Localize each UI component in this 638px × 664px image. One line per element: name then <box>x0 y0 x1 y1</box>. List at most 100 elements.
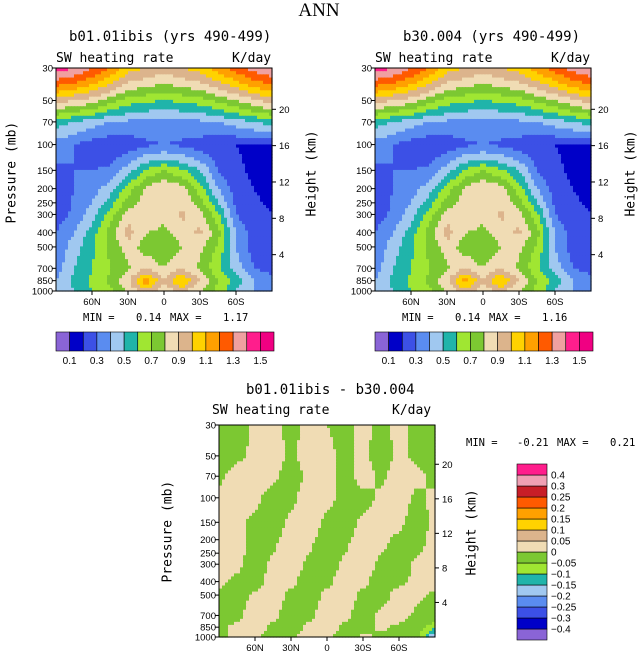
contour-cell <box>245 192 249 197</box>
contour-cell <box>227 80 231 85</box>
contour-cell <box>179 141 183 146</box>
contour-cell <box>131 71 135 75</box>
contour-cell <box>176 166 180 171</box>
contour-cell <box>221 141 225 146</box>
contour-cell <box>245 87 249 91</box>
contour-cell <box>137 71 141 75</box>
contour-cell <box>194 163 198 168</box>
contour-cell <box>140 99 144 104</box>
contour-cell <box>218 96 222 101</box>
contour-cell <box>221 125 225 130</box>
contour-cell <box>164 134 168 139</box>
contour-cell <box>212 87 216 91</box>
contour-cell <box>119 109 123 114</box>
contour-cell <box>77 122 81 126</box>
contour-cell <box>206 154 210 158</box>
contour-cell <box>242 160 246 165</box>
contour-cell <box>71 147 75 152</box>
contour-cell <box>263 122 267 126</box>
contour-cell <box>185 144 189 149</box>
contour-cell <box>113 83 117 88</box>
contour-cell <box>251 83 255 88</box>
contour-cell <box>212 115 216 120</box>
contour-cell <box>248 106 252 111</box>
contour-cell <box>101 195 105 200</box>
contour-cell <box>107 125 111 130</box>
contour-cell <box>56 90 60 95</box>
contour-cell <box>59 179 63 184</box>
contour-cell <box>62 112 66 117</box>
contour-cell <box>149 83 153 88</box>
contour-cell <box>260 163 264 168</box>
contour-cell <box>116 185 120 190</box>
contour-cell <box>221 134 225 139</box>
contour-cell <box>98 154 102 158</box>
contour-cell <box>200 163 204 168</box>
contour-cell <box>113 118 117 123</box>
contour-cell <box>185 131 189 136</box>
contour-cell <box>167 87 171 91</box>
contour-cell <box>77 179 81 184</box>
contour-cell <box>107 112 111 117</box>
contour-cell <box>146 90 150 95</box>
contour-cell <box>182 192 186 197</box>
contour-cell <box>233 125 237 130</box>
contour-cell <box>134 90 138 95</box>
contour-cell <box>101 125 105 130</box>
contour-cell <box>116 138 120 142</box>
contour-cell <box>128 106 132 111</box>
contour-cell <box>125 80 129 85</box>
contour-cell <box>77 68 81 72</box>
contour-cell <box>101 115 105 120</box>
contour-cell <box>62 189 66 193</box>
contour-cell <box>59 125 63 130</box>
contour-cell <box>227 118 231 123</box>
contour-cell <box>146 118 150 123</box>
contour-cell <box>212 138 216 142</box>
contour-cell <box>56 128 60 133</box>
contour-cell <box>56 77 60 82</box>
contour-cell <box>257 71 261 75</box>
contour-cell <box>122 103 126 107</box>
contour-cell <box>113 68 117 72</box>
contour-cell <box>134 77 138 82</box>
contour-cell <box>80 179 84 184</box>
contour-cell <box>203 99 207 104</box>
contour-cell <box>104 99 108 104</box>
contour-cell <box>74 80 78 85</box>
contour-cell <box>80 80 84 85</box>
contour-cell <box>131 166 135 171</box>
contour-cell <box>161 166 165 171</box>
contour-cell <box>215 68 219 72</box>
contour-cell <box>230 109 234 114</box>
contour-cell <box>68 112 72 117</box>
contour-cell <box>266 112 270 117</box>
contour-cell <box>254 106 258 111</box>
contour-cell <box>65 134 69 139</box>
contour-cell <box>263 154 267 158</box>
contour-cell <box>242 99 246 104</box>
contour-cell <box>95 106 99 111</box>
contour-cell <box>65 166 69 171</box>
contour-cell <box>56 122 60 126</box>
contour-cell <box>197 179 201 184</box>
contour-cell <box>182 115 186 120</box>
contour-cell <box>92 74 96 79</box>
contour-cell <box>71 144 75 149</box>
contour-cell <box>170 74 174 79</box>
contour-cell <box>269 189 273 193</box>
contour-cell <box>107 189 111 193</box>
contour-cell <box>164 192 168 197</box>
contour-cell <box>266 134 270 139</box>
contour-cell <box>131 128 135 133</box>
contour-cell <box>140 134 144 139</box>
contour-cell <box>80 154 84 158</box>
contour-cell <box>140 150 144 155</box>
contour-cell <box>95 99 99 104</box>
contour-cell <box>167 185 171 190</box>
contour-cell <box>242 166 246 171</box>
contour-cell <box>143 163 147 168</box>
contour-cell <box>56 71 60 75</box>
contour-cell <box>266 99 270 104</box>
contour-cell <box>77 157 81 161</box>
